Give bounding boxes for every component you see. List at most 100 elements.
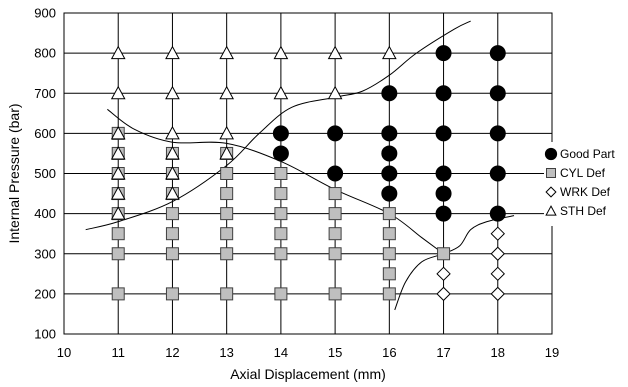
point-sth-def (219, 145, 235, 160)
point-cyl-def (328, 207, 342, 221)
point-wrk-def (490, 246, 505, 261)
point-sth-def (110, 125, 126, 140)
y-tick-label: 100 (34, 327, 56, 342)
point-sth-def (165, 165, 180, 180)
point-cyl-def (382, 267, 396, 281)
point-sth-def (219, 85, 235, 100)
point-good-part (435, 205, 452, 222)
legend-marker-good-part (544, 147, 558, 161)
point-good-part (489, 45, 506, 62)
point-cyl-def (328, 287, 342, 301)
x-tick-labels: 10 11 12 13 14 15 16 17 18 19 (57, 345, 559, 360)
x-tick-label: 13 (219, 345, 233, 360)
point-sth-def (327, 85, 343, 100)
point-good-part (489, 125, 506, 142)
x-tick-label: 14 (274, 345, 288, 360)
point-good-part (327, 125, 344, 142)
point-cyl-def (111, 247, 125, 261)
x-tick-label: 11 (111, 345, 125, 360)
point-sth-def (110, 85, 126, 100)
point-cyl-def (274, 207, 288, 221)
point-cyl-def (382, 247, 396, 261)
point-sth-def (110, 45, 126, 60)
y-tick-label: 500 (34, 166, 56, 181)
point-good-part (489, 165, 506, 182)
x-tick-label: 10 (57, 345, 71, 360)
point-good-part (381, 165, 398, 182)
point-cyl-def (328, 247, 342, 261)
point-cyl-def (328, 187, 342, 201)
legend-marker-cyl-def (546, 168, 556, 178)
point-good-part (489, 85, 506, 102)
point-good-part (272, 145, 289, 162)
point-cyl-def (437, 247, 451, 261)
y-tick-label: 700 (34, 86, 56, 101)
point-sth-def (273, 85, 289, 100)
point-wrk-def (490, 226, 505, 241)
legend-marker-wrk-def (545, 186, 557, 198)
legend: Good Part CYL Def WRK Def STH Def (544, 142, 624, 226)
point-sth-def (110, 206, 126, 220)
point-wrk-def (490, 286, 505, 302)
point-cyl-def (220, 187, 234, 201)
point-sth-def (381, 45, 397, 60)
point-cyl-def (274, 247, 288, 261)
point-wrk-def (436, 286, 451, 302)
point-good-part (381, 145, 398, 162)
point-wrk-def (490, 266, 505, 282)
y-tick-label: 400 (34, 206, 56, 221)
legend-label-cyl-def: CYL Def (560, 166, 606, 180)
y-tick-label: 200 (34, 286, 56, 301)
y-tick-label: 900 (34, 6, 56, 21)
x-tick-label: 17 (436, 345, 450, 360)
point-good-part (435, 85, 452, 102)
point-good-part (272, 125, 289, 142)
point-good-part (327, 165, 344, 182)
x-tick-label: 15 (328, 345, 342, 360)
data-points (110, 45, 506, 302)
point-sth-def (110, 165, 126, 180)
point-cyl-def (274, 227, 288, 241)
point-good-part (435, 165, 452, 182)
point-sth-def (273, 45, 289, 60)
legend-label-good-part: Good Part (560, 147, 615, 161)
y-tick-label: 600 (34, 126, 56, 141)
point-cyl-def (220, 247, 234, 261)
point-cyl-def (165, 247, 179, 261)
y-tick-labels: 100 200 300 400 500 600 700 800 900 (34, 6, 56, 342)
boundary-curve (107, 108, 444, 255)
x-tick-label: 16 (382, 345, 396, 360)
legend-label-wrk-def: WRK Def (560, 185, 611, 199)
point-cyl-def (165, 227, 179, 241)
grid (63, 12, 553, 335)
legend-box (544, 142, 624, 226)
x-tick-label: 19 (545, 345, 559, 360)
point-sth-def (165, 85, 180, 100)
x-tick-label: 18 (491, 345, 505, 360)
point-good-part (435, 125, 452, 142)
point-sth-def (165, 145, 180, 160)
point-cyl-def (382, 207, 396, 221)
point-good-part (489, 205, 506, 222)
boundary-curves (85, 20, 515, 311)
point-wrk-def (436, 266, 451, 282)
point-cyl-def (382, 287, 396, 301)
point-cyl-def (328, 227, 342, 241)
point-sth-def (219, 125, 235, 140)
point-good-part (381, 185, 398, 202)
point-cyl-def (220, 287, 234, 301)
point-sth-def (165, 45, 180, 60)
point-sth-def (327, 45, 343, 60)
point-good-part (381, 125, 398, 142)
point-cyl-def (220, 167, 234, 180)
x-tick-label: 12 (165, 345, 179, 360)
point-good-part (381, 85, 398, 102)
point-cyl-def (220, 227, 234, 241)
boundary-curve (85, 20, 471, 231)
point-cyl-def (111, 287, 125, 301)
point-cyl-def (220, 207, 234, 221)
point-cyl-def (165, 207, 179, 221)
point-sth-def (165, 186, 180, 200)
point-cyl-def (111, 227, 125, 241)
